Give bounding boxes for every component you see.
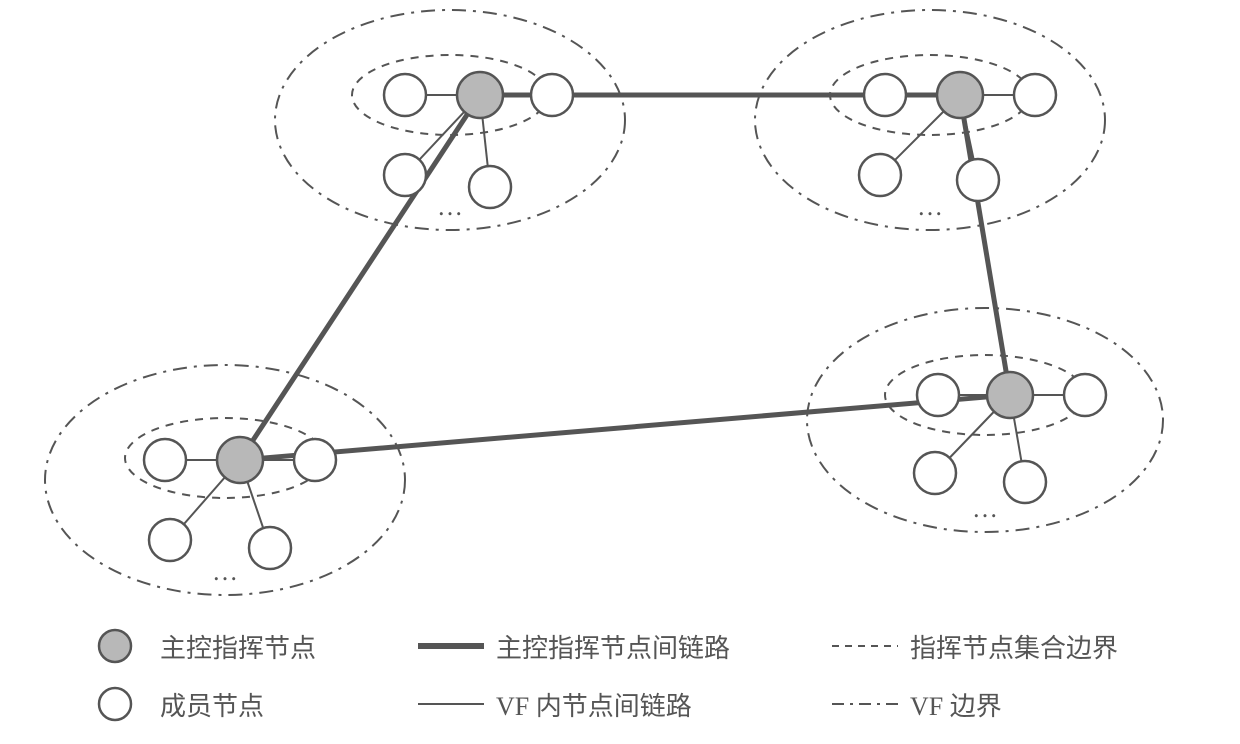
member-node bbox=[384, 74, 426, 116]
member-node bbox=[957, 159, 999, 201]
legend-cmd-boundary: 指挥节点集合边界 bbox=[830, 628, 1118, 665]
legend-master-node: 主控指挥节点 bbox=[80, 626, 316, 666]
ellipsis: … bbox=[437, 192, 463, 221]
ellipsis: … bbox=[212, 557, 238, 586]
member-node bbox=[144, 439, 186, 481]
legend-label: 主控指挥节点 bbox=[160, 628, 316, 665]
legend-intra-link: VF 内节点间链路 bbox=[416, 686, 730, 723]
member-node bbox=[914, 452, 956, 494]
legend-label: 主控指挥节点间链路 bbox=[496, 628, 730, 665]
member-node bbox=[149, 519, 191, 561]
backbone-link bbox=[964, 118, 1006, 373]
backbone-link bbox=[253, 114, 468, 441]
legend-label: VF 内节点间链路 bbox=[496, 686, 692, 723]
member-node bbox=[469, 166, 511, 208]
network-diagram: … … … … bbox=[0, 0, 1240, 620]
ellipsis: … bbox=[972, 494, 998, 523]
legend-label: 成员节点 bbox=[160, 686, 264, 723]
member-node bbox=[859, 154, 901, 196]
master-node bbox=[937, 72, 983, 118]
member-node bbox=[1064, 374, 1106, 416]
member-node bbox=[1014, 74, 1056, 116]
member-node bbox=[864, 74, 906, 116]
member-node bbox=[1004, 461, 1046, 503]
legend: 主控指挥节点 主控指挥节点间链路 指挥节点集合边界 成员节点 VF 内节点间链路… bbox=[80, 626, 1118, 724]
legend-member-node: 成员节点 bbox=[80, 684, 316, 724]
backbone-link bbox=[263, 397, 987, 458]
legend-vf-boundary: VF 边界 bbox=[830, 686, 1118, 723]
master-node bbox=[457, 72, 503, 118]
legend-backbone-link: 主控指挥节点间链路 bbox=[416, 628, 730, 665]
member-node bbox=[384, 154, 426, 196]
master-node bbox=[987, 372, 1033, 418]
member-node bbox=[531, 74, 573, 116]
legend-label: VF 边界 bbox=[910, 686, 1002, 723]
member-node bbox=[249, 527, 291, 569]
member-node bbox=[917, 374, 959, 416]
ellipsis: … bbox=[917, 192, 943, 221]
master-node bbox=[217, 437, 263, 483]
legend-label: 指挥节点集合边界 bbox=[910, 628, 1118, 665]
member-node bbox=[294, 439, 336, 481]
